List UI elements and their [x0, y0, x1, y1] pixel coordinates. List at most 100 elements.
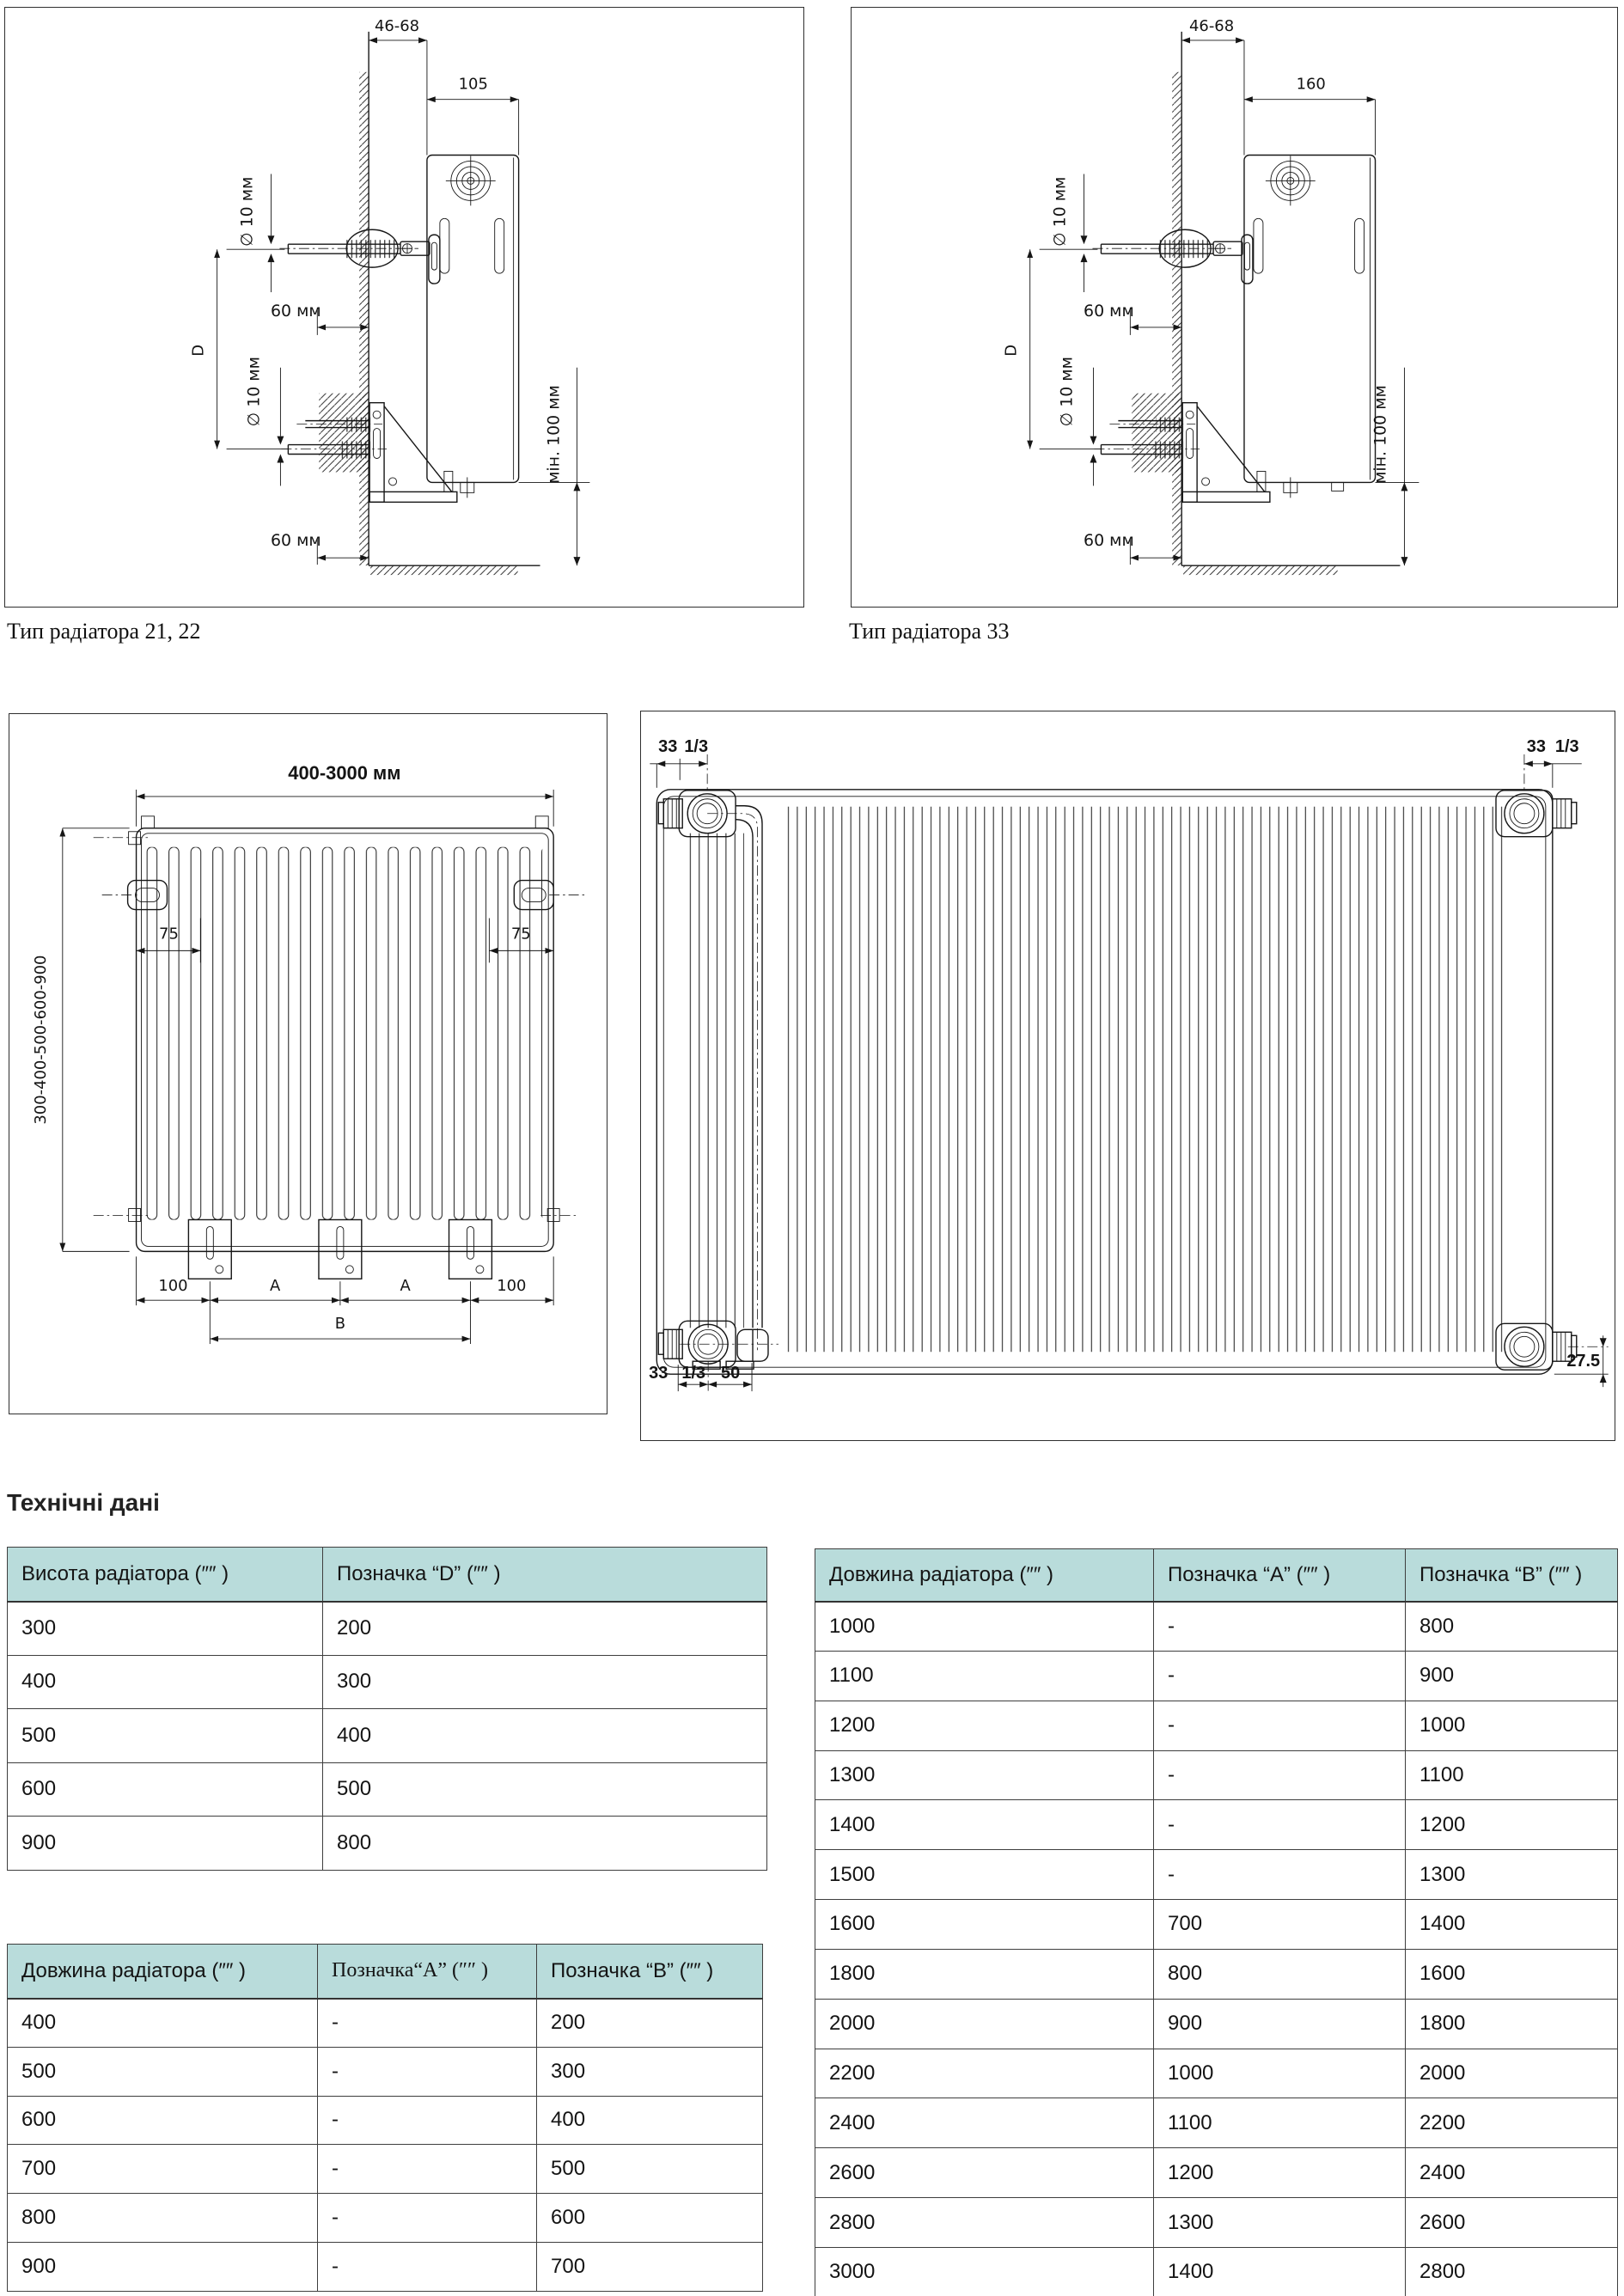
dim-inset-bottom: 60 мм [1084, 531, 1182, 565]
col-header-mark-a: Позначка“А” (″″ ) [317, 1944, 537, 2000]
dim-top-left: 33 1/3 [650, 737, 708, 793]
dim-bottom-left: 33 1/3 50 [649, 1361, 753, 1392]
dim-hole-bottom-label: ∅ 10 мм [1058, 357, 1077, 426]
table-cell: 600 [7, 2095, 318, 2146]
dim-pitch-label: D [190, 345, 208, 357]
table-row: 600 500 [7, 1762, 767, 1817]
port-top-right [1495, 790, 1578, 838]
table-cell: 500 [7, 1708, 323, 1763]
dim-length-range: 400-3000 мм [136, 762, 554, 827]
table-row: 1400-1200 [815, 1799, 1618, 1851]
table-row: 2600 1200 2400 [815, 2147, 1618, 2199]
table-cell: - [317, 2095, 537, 2146]
table-cell: - [1153, 1700, 1406, 1751]
dim-br-275-label: 27.5 [1566, 1352, 1600, 1371]
table-cell: - [1153, 1799, 1406, 1851]
table-cell: - [317, 2046, 537, 2097]
table-cell: 800 [7, 2193, 318, 2243]
table-cell: 2200 [1405, 2098, 1618, 2149]
dim-floor-clearance-label: мін. 100 мм [544, 385, 563, 484]
table-cell: 500 [7, 2046, 318, 2097]
table-cell: - [1153, 1849, 1406, 1901]
table-cell: 1400 [815, 1799, 1154, 1851]
diagram-box-front-view: 400-3000 мм 300-400-500-600-900 75 75 [9, 713, 607, 1414]
col-header-mark-a: Позначка “А” (″″ ) [1153, 1548, 1406, 1603]
table-row: 500-300 [7, 2046, 763, 2097]
table-cell: 1200 [815, 1700, 1154, 1751]
dim-wall-gap: 46-68 [369, 17, 428, 156]
port-bottom-left-with-valve [657, 1320, 778, 1370]
table-cell: 1000 [1153, 2048, 1406, 2099]
table-cell: 300 [322, 1654, 767, 1709]
table-cell: 400 [322, 1708, 767, 1763]
table-cell: 500 [536, 2144, 763, 2195]
table-cell: 300 [536, 2046, 763, 2097]
dim-floor-clearance: мін. 100 мм [1371, 367, 1419, 566]
radiator-panel [656, 789, 1554, 1375]
diagram-box-large-front-view: 33 1/3 33 1/3 33 1/3 50 [640, 711, 1615, 1441]
dim-wall-gap-label: 46-68 [375, 17, 419, 35]
table-header-row: Довжина радіатора (″″ ) Позначка“А” (″″ … [7, 1944, 763, 2000]
radiator-large-front-view-drawing: 33 1/3 33 1/3 33 1/3 50 [649, 737, 1609, 1392]
table-row: 1600 700 1400 [815, 1899, 1618, 1950]
dim-inset-bottom-label: 60 мм [271, 531, 321, 550]
dim-inset-top-label: 60 мм [271, 302, 321, 321]
table-cell: 200 [536, 1998, 763, 2048]
dim-tl-13-label: 1/3 [684, 737, 708, 756]
floor-stands [187, 1218, 493, 1279]
table-cell: 1400 [1405, 1899, 1618, 1950]
diagram-box-type33: 46-68 160 [851, 7, 1618, 608]
table-row: 2800 1300 2600 [815, 2197, 1618, 2248]
table-cell: 2200 [815, 2048, 1154, 2099]
table-row: 1200-1000 [815, 1700, 1618, 1751]
dim-pitch-D: D [190, 248, 289, 449]
table-cell: 2800 [1405, 2246, 1618, 2296]
table-cell: 2600 [1405, 2197, 1618, 2248]
table-header-row: Висота радіатора (″″ ) Позначка “D” (″″ … [7, 1547, 767, 1603]
dim-inset-top: 60 мм [271, 302, 369, 335]
dim-height-range: 300-400-500-600-900 [32, 827, 130, 1252]
dim-hole-top-label: ∅ 10 мм [238, 177, 257, 247]
table-cell: 800 [322, 1816, 767, 1871]
table-cell: 400 [7, 1998, 318, 2048]
table-row: 2200 1000 2000 [815, 2048, 1618, 2099]
dim-b-label: B [335, 1315, 345, 1333]
table-cell: - [1153, 1601, 1406, 1652]
dim-depth: 105 [426, 76, 520, 156]
table-row: 1800 800 1600 [815, 1948, 1618, 2000]
table-cell: 400 [536, 2095, 763, 2146]
dim-depth-label: 105 [459, 76, 488, 94]
col-header-mark-d: Позначка “D” (″″ ) [322, 1547, 767, 1603]
length-table-small: Довжина радіатора (″″ ) Позначка“А” (″″ … [7, 1944, 763, 2292]
dim-offset-right-label: 75 [511, 925, 531, 943]
dim-hole-diameter-bottom: ∅ 10 мм [1058, 357, 1097, 486]
dim-inset-bottom: 60 мм [271, 531, 369, 565]
table-row: 900 800 [7, 1816, 767, 1871]
dim-height-range-label: 300-400-500-600-900 [32, 956, 50, 1125]
table-cell: - [1153, 1650, 1406, 1701]
table-row: 1300-1100 [815, 1749, 1618, 1801]
wall-section [359, 31, 540, 576]
wall-bracket-right [513, 879, 554, 911]
table-cell: 700 [536, 2241, 763, 2292]
col-header-radiator-length: Довжина радіатора (″″ ) [815, 1548, 1154, 1603]
table-row: 3000 1400 2800 [815, 2246, 1618, 2296]
table-cell: 1000 [815, 1601, 1154, 1652]
caption-type33: Тип радіатора 33 [849, 619, 1010, 644]
table-cell: 3000 [815, 2246, 1154, 2296]
dim-pitch-D: D [1003, 248, 1102, 449]
table-cell: 1000 [1405, 1700, 1618, 1751]
dim-bottom-right: 27.5 [1554, 1335, 1609, 1388]
radiator-body [426, 154, 520, 498]
table-row: 1500-1300 [815, 1849, 1618, 1901]
dim-depth: 160 [1243, 76, 1376, 156]
table-cell: 1800 [1405, 1998, 1618, 2049]
lower-anchor-assembly [1094, 393, 1200, 473]
table-cell: 1100 [1405, 1749, 1618, 1801]
upper-anchor-assembly [279, 229, 441, 284]
table-cell: 800 [1153, 1948, 1406, 2000]
port-bottom-right [1495, 1322, 1578, 1371]
lower-anchor-assembly [281, 393, 388, 473]
dim-length-range-label: 400-3000 мм [288, 762, 400, 784]
